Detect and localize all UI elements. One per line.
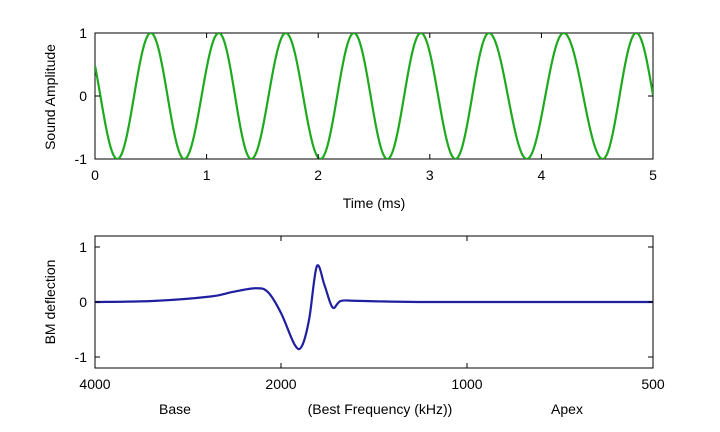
bottom-x-tick-label: 500 [641, 376, 665, 392]
bottom-y-tick-label: 1 [79, 239, 87, 255]
top-x-tick-label: 3 [426, 167, 434, 183]
top-x-ticks: 0 1 2 3 4 5 [91, 33, 657, 183]
bottom-x-label-base: Base [159, 401, 191, 417]
top-x-tick-label: 5 [649, 167, 657, 183]
top-y-tick-label: 0 [79, 88, 87, 104]
bottom-plot: 4000 2000 1000 500 -1 0 1 Base (Best Frequenc… [42, 235, 665, 417]
top-x-tick-label: 0 [91, 167, 99, 183]
bottom-y-tick-label: 0 [79, 294, 87, 310]
bottom-x-axis-label: (Best Frequency (kHz)) [308, 401, 453, 417]
bottom-x-tick-label: 2000 [265, 376, 296, 392]
top-y-tick-label: -1 [75, 151, 88, 167]
bottom-y-tick-label: -1 [75, 349, 88, 365]
top-x-axis-label: Time (ms) [343, 195, 405, 211]
top-y-tick-label: 1 [79, 25, 87, 41]
bottom-y-ticks: -1 0 1 [75, 239, 653, 365]
bottom-x-ticks: 4000 2000 1000 500 [79, 236, 665, 392]
top-x-tick-label: 4 [538, 167, 546, 183]
top-y-axis-label: Sound Amplitude [42, 44, 58, 150]
top-y-ticks: -1 0 1 [75, 25, 653, 167]
top-series-line [95, 33, 653, 159]
bottom-x-label-apex: Apex [551, 401, 583, 417]
top-plot-frame [94, 32, 654, 160]
top-x-tick-label: 1 [203, 167, 211, 183]
bottom-series-line [95, 264, 653, 351]
bottom-x-tick-label: 1000 [451, 376, 482, 392]
bottom-x-tick-label: 4000 [79, 376, 110, 392]
top-x-tick-label: 2 [314, 167, 322, 183]
bottom-y-axis-label: BM deflection [42, 260, 58, 345]
